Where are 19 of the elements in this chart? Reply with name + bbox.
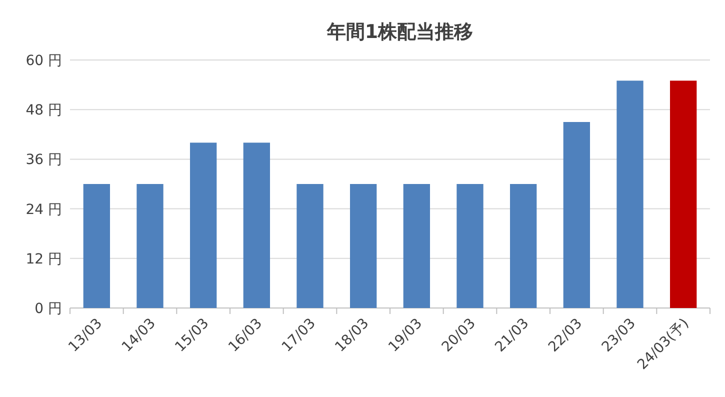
bar	[296, 184, 324, 308]
chart-title: 年間1株配当推移	[326, 21, 474, 43]
y-tick-label: 48 円	[26, 102, 62, 119]
bar	[83, 184, 110, 308]
bar	[616, 80, 644, 308]
y-tick-label: 0 円	[34, 301, 62, 317]
y-tick-label: 24 円	[26, 202, 62, 218]
y-tick-label: 60 円	[26, 53, 62, 69]
bar	[510, 184, 537, 308]
bar	[136, 184, 164, 308]
bar	[190, 142, 217, 308]
bar	[403, 184, 430, 308]
bar	[563, 122, 590, 308]
y-tick-label: 36 円	[26, 152, 62, 168]
bar	[456, 184, 484, 308]
y-tick-label: 12 円	[26, 251, 62, 268]
bar	[243, 142, 270, 308]
bar	[350, 184, 377, 308]
bar	[670, 80, 697, 308]
